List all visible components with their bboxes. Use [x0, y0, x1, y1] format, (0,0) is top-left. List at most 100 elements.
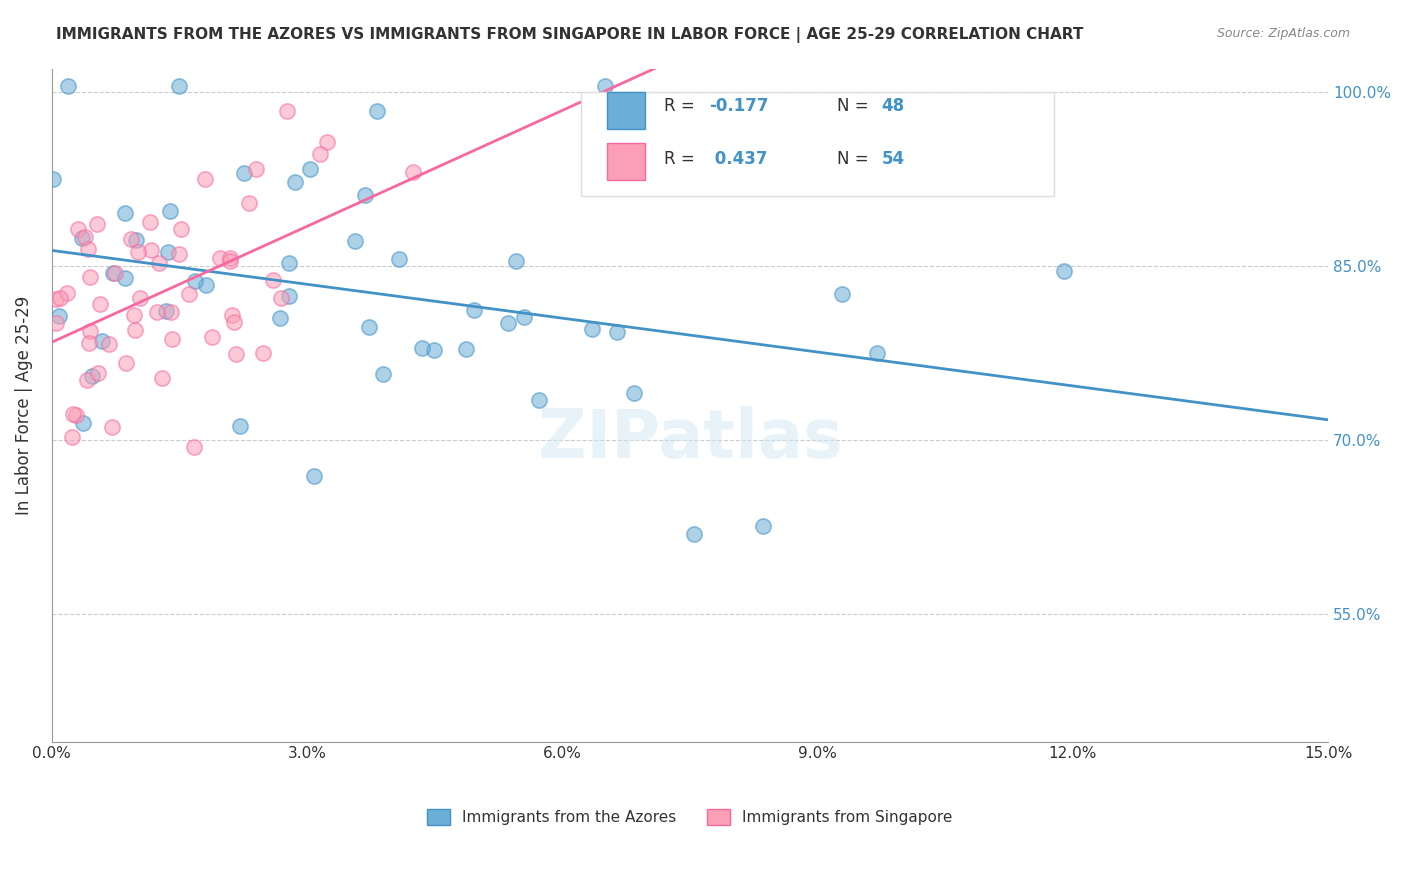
- Point: [229, 418, 252, 433]
- Point: [316, 135, 339, 149]
- Point: [299, 162, 322, 177]
- Point: [146, 305, 169, 319]
- Point: [593, 78, 616, 93]
- Point: [45, 292, 67, 306]
- Point: [866, 346, 889, 360]
- Point: [73, 230, 96, 244]
- Legend: Immigrants from the Azores, Immigrants from Singapore: Immigrants from the Azores, Immigrants f…: [422, 803, 959, 831]
- Text: R =: R =: [665, 151, 700, 169]
- Point: [252, 346, 274, 360]
- Point: [127, 244, 149, 259]
- Point: [55, 285, 77, 300]
- Point: [277, 255, 299, 269]
- Point: [76, 242, 98, 256]
- Text: 0.437: 0.437: [709, 151, 768, 169]
- Point: [120, 232, 142, 246]
- Point: [76, 373, 98, 387]
- Point: [162, 332, 184, 346]
- Point: [219, 254, 242, 268]
- Point: [245, 162, 267, 177]
- Point: [1053, 264, 1076, 278]
- Point: [194, 172, 217, 186]
- Text: -0.177: -0.177: [709, 96, 769, 114]
- Text: N =: N =: [837, 151, 873, 169]
- Text: 54: 54: [882, 151, 904, 169]
- Point: [623, 385, 645, 400]
- Point: [184, 274, 207, 288]
- Point: [278, 289, 301, 303]
- Point: [411, 342, 433, 356]
- Point: [139, 215, 162, 229]
- Point: [159, 203, 181, 218]
- Text: IMMIGRANTS FROM THE AZORES VS IMMIGRANTS FROM SINGAPORE IN LABOR FORCE | AGE 25-: IMMIGRANTS FROM THE AZORES VS IMMIGRANTS…: [56, 27, 1084, 43]
- Point: [752, 518, 775, 533]
- Point: [87, 366, 110, 380]
- Point: [150, 371, 173, 385]
- Point: [72, 231, 94, 245]
- Point: [606, 325, 628, 339]
- Point: [122, 308, 145, 322]
- Text: 48: 48: [882, 96, 904, 114]
- Point: [114, 205, 136, 219]
- Point: [45, 316, 67, 330]
- Point: [125, 233, 148, 247]
- Point: [104, 266, 127, 280]
- Point: [276, 103, 298, 118]
- Point: [496, 316, 519, 330]
- Point: [233, 165, 256, 179]
- Point: [101, 266, 124, 280]
- Point: [366, 104, 388, 119]
- Point: [115, 356, 138, 370]
- Point: [195, 278, 218, 293]
- Point: [238, 196, 260, 211]
- Point: [359, 320, 381, 334]
- Point: [42, 171, 65, 186]
- Text: Source: ZipAtlas.com: Source: ZipAtlas.com: [1216, 27, 1350, 40]
- Point: [62, 407, 84, 421]
- Point: [183, 440, 205, 454]
- Point: [80, 368, 103, 383]
- Point: [101, 420, 124, 434]
- Point: [91, 334, 114, 348]
- Point: [124, 323, 146, 337]
- Point: [114, 270, 136, 285]
- Point: [284, 176, 307, 190]
- Point: [831, 287, 853, 301]
- Point: [402, 165, 425, 179]
- FancyBboxPatch shape: [582, 92, 1053, 196]
- Point: [179, 287, 201, 301]
- Point: [422, 343, 444, 358]
- Point: [505, 253, 527, 268]
- Point: [225, 347, 247, 361]
- Point: [463, 302, 485, 317]
- Point: [354, 188, 377, 202]
- Text: ZIPatlas: ZIPatlas: [537, 406, 842, 472]
- Point: [373, 367, 395, 381]
- Point: [682, 527, 704, 541]
- Point: [388, 252, 411, 267]
- Point: [170, 221, 193, 235]
- Point: [269, 310, 291, 325]
- Text: R =: R =: [665, 96, 700, 114]
- Point: [454, 342, 477, 356]
- Point: [218, 251, 240, 265]
- Point: [527, 392, 550, 407]
- Text: N =: N =: [837, 96, 873, 114]
- Bar: [607, 92, 645, 129]
- Point: [167, 78, 190, 93]
- Point: [148, 256, 170, 270]
- Point: [49, 291, 72, 305]
- Point: [581, 322, 603, 336]
- Point: [155, 304, 177, 318]
- Point: [167, 247, 190, 261]
- Point: [222, 315, 245, 329]
- Bar: [607, 143, 645, 179]
- Point: [86, 217, 108, 231]
- Point: [79, 269, 101, 284]
- Point: [79, 324, 101, 338]
- Point: [270, 291, 292, 305]
- Point: [221, 308, 243, 322]
- Point: [344, 235, 367, 249]
- Point: [309, 147, 332, 161]
- Point: [48, 309, 70, 323]
